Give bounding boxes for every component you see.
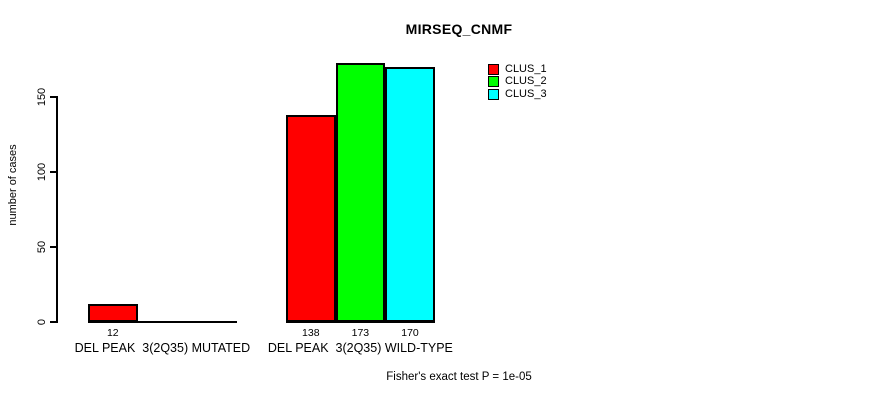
legend-swatch-clus-1-icon (488, 63, 499, 75)
bar-value-label: 170 (401, 326, 419, 339)
category-label-mutated: DEL PEAK 3(2Q35) MUTATED (74, 341, 251, 355)
legend-swatch-clus-3-icon (488, 88, 499, 100)
y-tick-label: 100 (36, 162, 48, 182)
category-label-wildtype: DEL PEAK 3(2Q35) WILD-TYPE (267, 341, 453, 355)
legend-label-clus-2: CLUS_2 (505, 75, 547, 88)
legend-swatch-clus-2-icon (488, 76, 499, 88)
legend-entry-clus-1: CLUS_1 (488, 63, 547, 76)
y-tick (49, 171, 57, 173)
bar-clus_2-group2 (335, 62, 386, 322)
y-tick-label: 0 (36, 318, 48, 326)
chart-title: MIRSEQ_CNMF (405, 21, 513, 37)
bar-clus_1-group2 (286, 115, 336, 322)
bar-value-label: 173 (351, 326, 370, 339)
y-tick (49, 246, 57, 248)
bar-value-label: 138 (302, 326, 320, 339)
stat-annotation: Fisher's exact test P = 1e-05 (386, 371, 532, 383)
legend-entry-clus-3: CLUS_3 (488, 88, 547, 101)
y-tick (49, 96, 57, 98)
bar-value-label: 12 (106, 326, 119, 339)
y-axis-line (56, 96, 58, 323)
y-tick-label: 150 (36, 87, 48, 107)
legend-label-clus-1: CLUS_1 (505, 62, 547, 75)
legend-label-clus-3: CLUS_3 (505, 87, 547, 100)
y-tick (49, 321, 57, 323)
legend: CLUS_1 CLUS_2 CLUS_3 (488, 63, 547, 101)
y-tick-label: 50 (36, 240, 48, 254)
y-axis-label: number of cases (7, 144, 19, 226)
group-baseline (88, 320, 237, 323)
legend-entry-clus-2: CLUS_2 (488, 76, 547, 89)
bar-clus_1-group1 (88, 304, 138, 322)
bar-clus_3-group2 (385, 67, 435, 322)
